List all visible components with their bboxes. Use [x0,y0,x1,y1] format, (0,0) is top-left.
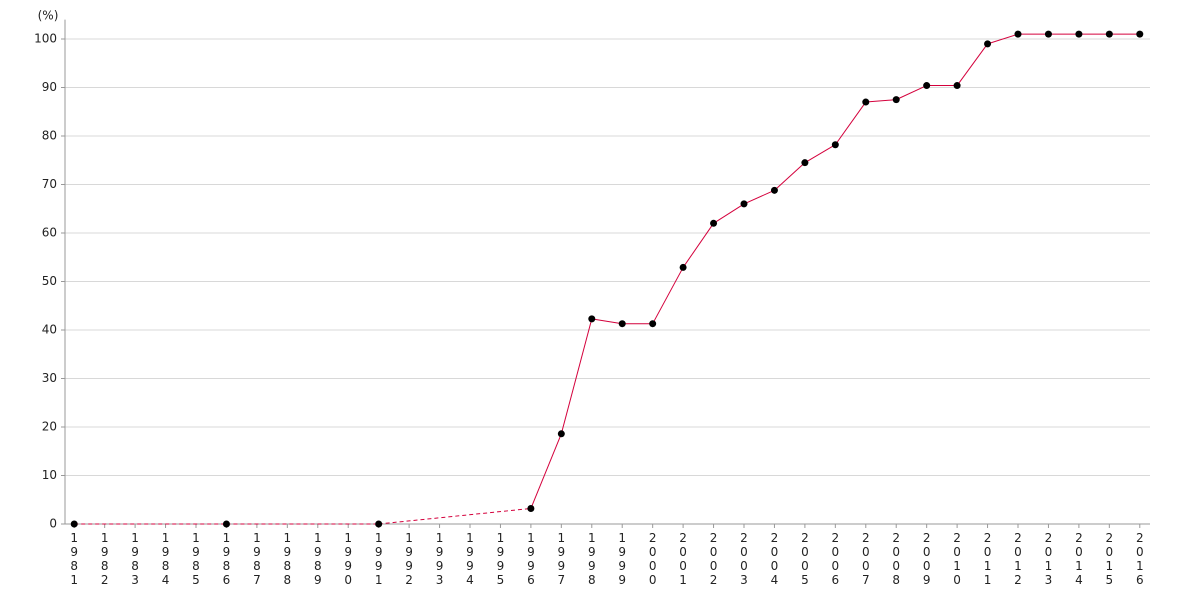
line-segment [591,318,623,325]
data-point [923,82,931,90]
line-segment [774,162,806,191]
data-point [862,98,870,106]
line-segment [987,33,1019,45]
y-tick-label: 80 [42,129,57,143]
y-tick-label: 50 [42,274,57,288]
y-tick-label: 60 [42,226,57,240]
data-point [1075,30,1083,38]
y-tick-label: 70 [42,177,57,191]
data-point [1136,30,1144,38]
data-point [588,315,596,323]
data-point [710,219,718,227]
data-point [740,200,748,208]
y-tick-label: 20 [42,420,57,434]
line-segment [713,203,745,224]
data-point [527,504,535,512]
line-segment [743,189,775,205]
line-segment [652,267,684,324]
data-point [770,186,778,194]
line-segment [560,318,593,434]
data-point [984,40,992,48]
line-segment [956,43,988,86]
y-tick-label: 10 [42,468,57,482]
line-segment [865,99,897,103]
line-segment [530,433,562,509]
data-point [953,82,961,90]
data-point [831,141,839,149]
data-point [1105,30,1113,38]
y-unit: (%) [38,9,59,23]
line-segment [834,101,867,146]
data-point [375,520,383,528]
data-point [222,520,230,528]
y-tick-label: 90 [42,80,57,94]
y-tick-label: 0 [49,517,57,531]
line-segment [682,223,714,268]
line-segment [378,507,531,525]
data-point [70,520,78,528]
data-point [892,96,900,104]
line-segment [896,85,927,101]
data-point [801,159,809,167]
data-point [618,320,626,328]
y-tick-label: 30 [42,371,57,385]
line-segment [804,144,836,164]
data-point [1044,30,1052,38]
data-point [1014,30,1022,38]
data-point [679,263,687,271]
data-point [557,430,565,438]
data-point [649,320,657,328]
y-tick-label: 100 [34,32,57,46]
y-tick-label: 40 [42,323,57,337]
